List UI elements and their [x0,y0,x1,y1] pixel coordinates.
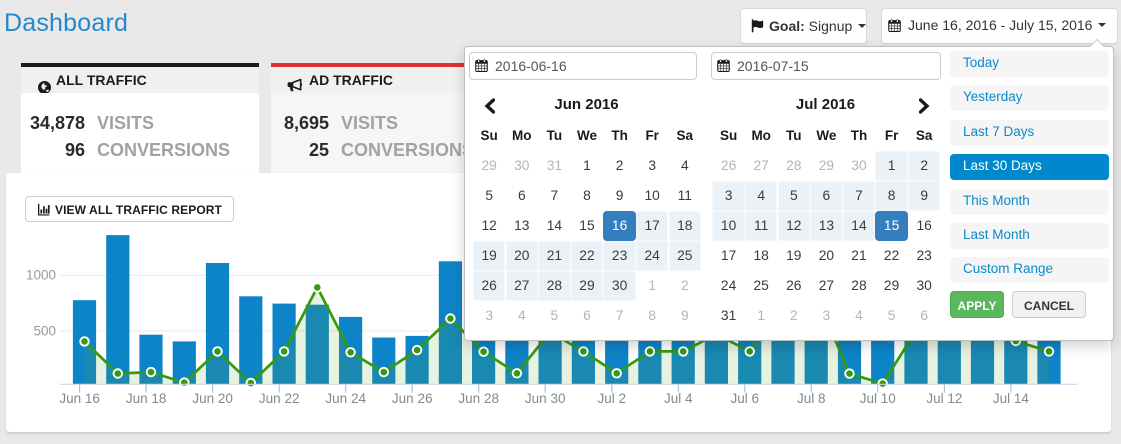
svg-text:Jun 16: Jun 16 [59,391,100,406]
svg-text:Jul 6: Jul 6 [731,391,760,406]
svg-text:Jun 28: Jun 28 [458,391,499,406]
svg-text:Jun 18: Jun 18 [126,391,167,406]
svg-text:Jun 20: Jun 20 [192,391,233,406]
svg-text:Jul 2: Jul 2 [598,391,627,406]
svg-text:Jun 24: Jun 24 [325,391,366,406]
svg-text:Jun 22: Jun 22 [259,391,300,406]
svg-text:Jul 12: Jul 12 [926,391,962,406]
svg-text:500: 500 [33,323,56,338]
svg-text:1000: 1000 [26,268,56,283]
svg-text:Jun 26: Jun 26 [392,391,433,406]
svg-text:Jul 4: Jul 4 [664,391,693,406]
svg-text:Jun 30: Jun 30 [525,391,566,406]
svg-text:Jul 14: Jul 14 [993,391,1030,406]
svg-text:Jul 8: Jul 8 [797,391,826,406]
svg-text:Jul 10: Jul 10 [860,391,896,406]
